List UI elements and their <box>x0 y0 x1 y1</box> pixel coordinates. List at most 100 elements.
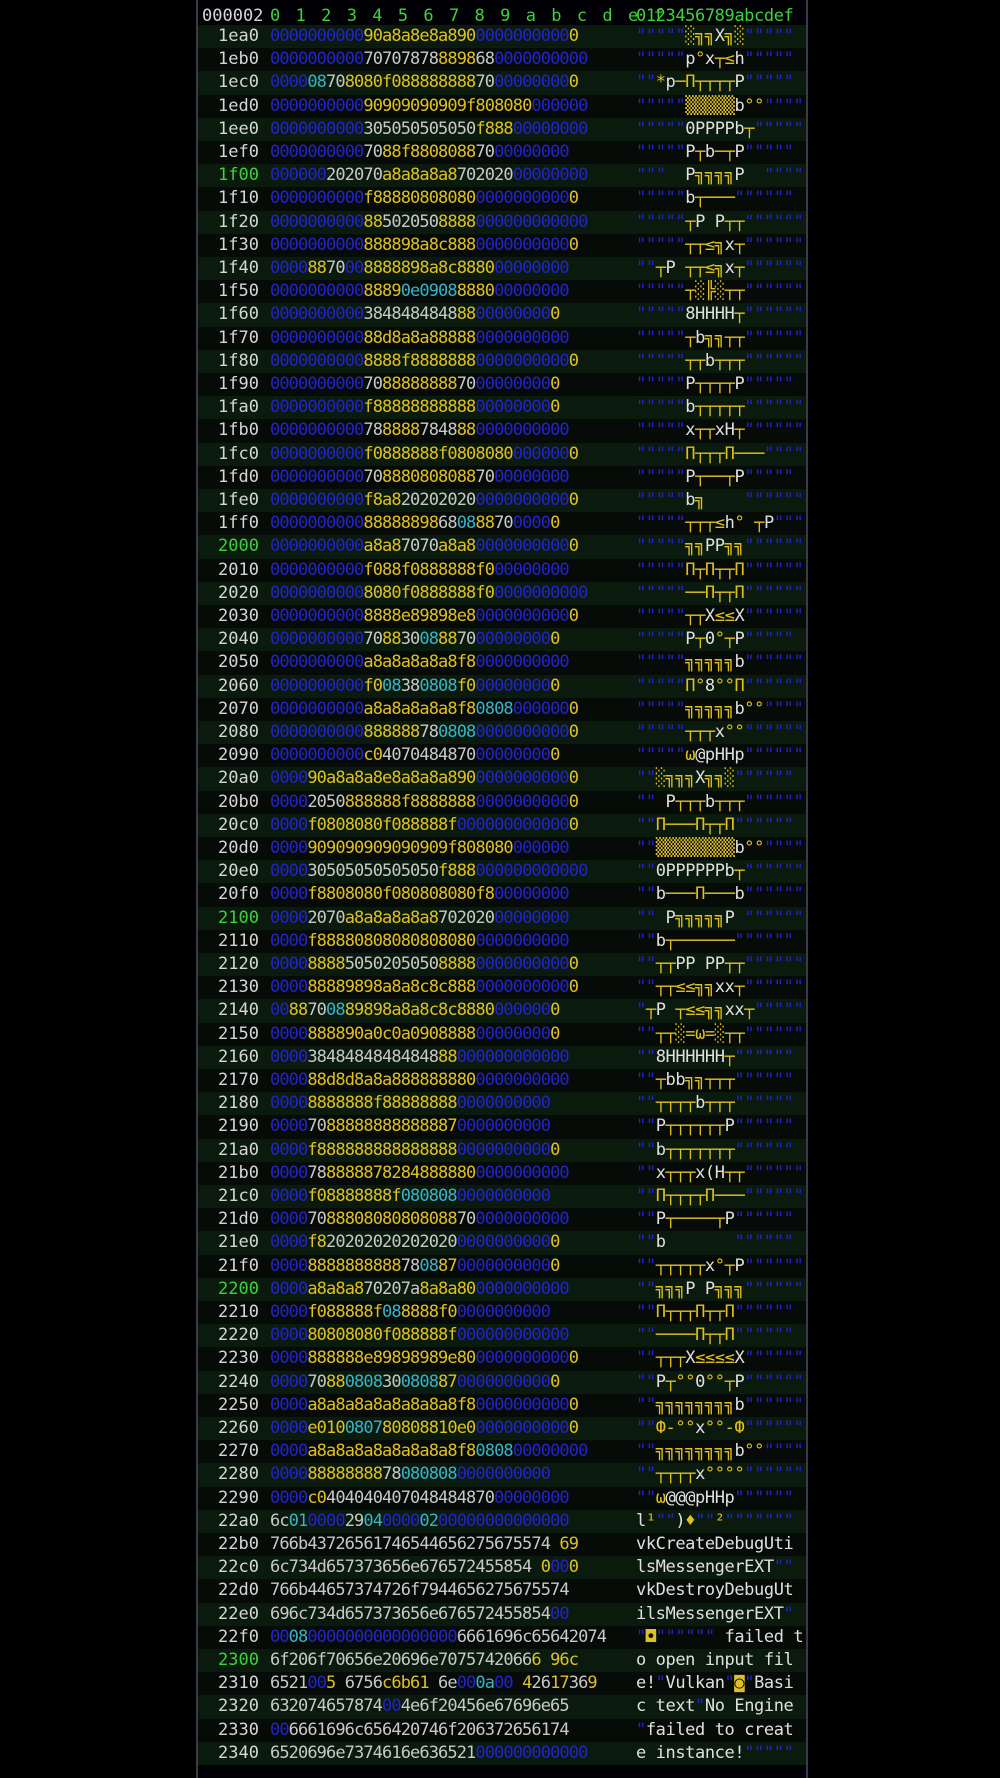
row-ascii[interactable]: ""ω@@@pHHp"""""" <box>636 1487 794 1508</box>
hex-row[interactable]: 2050 0000000000a8a8a8a8a8f80000000000 """"… <box>198 651 806 675</box>
row-hex-bytes[interactable]: 0000a8a8a8a8a8a8a8a8f800000000000 <box>270 1394 579 1415</box>
row-hex-bytes[interactable]: 00007888888782848888800000000000 <box>270 1162 570 1183</box>
hex-row[interactable]: 2150 0000888890a0c0a0908888000000000 ""┬┬░… <box>198 1022 806 1046</box>
row-ascii[interactable]: """""┬┬┬x°°"""""" <box>636 722 804 742</box>
row-ascii[interactable]: """""b╗ """""" <box>636 490 804 510</box>
hex-row[interactable]: 2090 0000000000c04070484870000000000 """""… <box>198 744 806 768</box>
row-ascii[interactable]: ""┬┬┬┬x°°°°"""""" <box>636 1464 804 1485</box>
row-ascii[interactable]: e instance!""""" <box>636 1742 794 1763</box>
row-ascii[interactable]: ""P┬°°0°°┬P"""""" <box>636 1371 804 1392</box>
row-hex-bytes[interactable]: 000088889898a8a8c8c88800000000000 <box>270 977 579 998</box>
hex-row[interactable]: 2140 0088700889898a8a8c8c88800000000 "┬P ┬… <box>198 999 806 1023</box>
hex-row[interactable]: 1f10 0000000000f8888080808000000000000 """… <box>198 187 806 211</box>
row-hex-bytes[interactable]: 000000000090909090909f808080000000 <box>270 95 588 116</box>
row-hex-bytes[interactable]: 0000708808083008088700000000000 <box>270 1371 560 1392</box>
row-hex-bytes[interactable]: 000000000088d8a8a888880000000000 <box>270 327 570 348</box>
row-ascii[interactable]: ""b┬──────"""""" <box>636 930 794 951</box>
hex-row[interactable]: 2220 000080808080f088888f000000000000 ""──… <box>198 1324 806 1348</box>
row-hex-bytes[interactable]: 0000000000888888986808887000000 <box>270 513 560 534</box>
hex-row[interactable]: 2240 0000708808083008088700000000000 ""P┬°… <box>198 1370 806 1394</box>
row-hex-bytes[interactable]: 00000000008888e89898e800000000000 <box>270 606 579 626</box>
row-hex-bytes[interactable]: 0000000000f88888888888000000000 <box>270 397 560 418</box>
hex-row[interactable]: 2210 0000f088888f088888f00000000000 ""П┬┬┬… <box>198 1301 806 1325</box>
hex-row[interactable]: 22f0 000800000000000000006661696c65642074… <box>198 1625 806 1649</box>
hex-row[interactable]: 1fb0 00000000007888887848880000000000 """"… <box>198 419 806 443</box>
row-hex-bytes[interactable]: 00000000007088808080887000000000 <box>270 466 570 487</box>
hex-row[interactable]: 2260 0000e010080780808810e000000000000 ""Ф… <box>198 1417 806 1441</box>
hex-row[interactable]: 2300 6f206f70656e20696e70757420666 96c o o… <box>198 1649 806 1673</box>
row-hex-bytes[interactable]: 0000000000708830088870000000000 <box>270 629 560 650</box>
hex-row[interactable]: 2190 000070888888888888870000000000 ""P┬┬┬… <box>198 1115 806 1139</box>
row-ascii[interactable]: ""┬bb╗╗┬┬┬"""""" <box>636 1070 794 1090</box>
row-ascii[interactable]: ""P┬────┬P"""""" <box>636 1209 794 1230</box>
hex-row[interactable]: 21d0 00007088808080808088700000000000 ""P┬… <box>198 1208 806 1232</box>
hex-row[interactable]: 20f0 0000f8808080f080808080f800000000 ""b─… <box>198 883 806 907</box>
row-hex-bytes[interactable]: 0000f0808080f088888f0000000000000 <box>270 814 579 835</box>
row-ascii[interactable]: "" P┬┬┬b┬┬┬"""""" <box>636 791 804 812</box>
row-ascii[interactable]: ""╗╗╗P P╗╗╗"""""" <box>636 1278 804 1299</box>
row-hex-bytes[interactable]: 000080808080f088888f000000000000 <box>270 1325 570 1346</box>
row-ascii[interactable]: o open input fil <box>636 1650 794 1670</box>
hex-row[interactable]: 2040 0000000000708830088870000000000 """""… <box>198 628 806 652</box>
hex-row[interactable]: 2130 000088889898a8a8c8c88800000000000 ""┬… <box>198 976 806 1000</box>
row-hex-bytes[interactable]: 0000f88888888888888800000000000 <box>270 1139 560 1160</box>
hex-row[interactable]: 1ff0 0000000000888888986808887000000 """""… <box>198 512 806 536</box>
row-hex-bytes[interactable]: 0000888888888878088700000000000 <box>270 1255 560 1276</box>
row-ascii[interactable]: ""┬┬┬X≤≤≤≤X"""""" <box>636 1348 804 1369</box>
hex-row[interactable]: 2110 0000f888808080808080800000000000 ""b┬… <box>198 929 806 953</box>
row-ascii[interactable]: """""┬┬X≤≤X"""""" <box>636 606 804 626</box>
row-hex-bytes[interactable]: 0000000000888898a8c88800000000000 <box>270 234 579 255</box>
row-ascii[interactable]: ilsMessengerEXT" <box>636 1603 794 1624</box>
hex-row[interactable]: 21a0 0000f88888888888888800000000000 ""b┬┬… <box>198 1138 806 1162</box>
row-ascii[interactable]: ""┬┬≤≤╗╗xx┬"""""" <box>636 977 804 998</box>
hex-row[interactable]: 1ec0 000008708080f08888888870000000000 ""*… <box>198 71 806 95</box>
row-ascii[interactable]: e!"Vulkan"◙"Basi <box>636 1673 794 1694</box>
row-ascii[interactable]: """""x┬┬xH┬"""""" <box>636 420 804 441</box>
hex-row[interactable]: 1f20 0000000000885020508888000000000000 ""… <box>198 210 806 234</box>
hex-row[interactable]: 1eb0 0000000000707078788898680000000000 ""… <box>198 48 806 72</box>
row-ascii[interactable]: """""▒▒▒▒▒b°°"""" <box>636 95 804 116</box>
hex-row[interactable]: 2310 6521005 6756c6b61 6e000a00 42617369 e… <box>198 1672 806 1696</box>
hex-row[interactable]: 20c0 0000f0808080f088888f0000000000000 ""П… <box>198 813 806 837</box>
row-ascii[interactable]: """""░╗╗X╗░""""" <box>636 26 794 46</box>
hex-row[interactable]: 2100 00002070a8a8a8a8a870202000000000 "" P… <box>198 906 806 930</box>
row-hex-bytes[interactable]: 00000000008888f888888800000000000 <box>270 350 579 371</box>
row-hex-bytes[interactable]: 00008870008888898a8c888000000000 <box>270 258 570 278</box>
row-ascii[interactable]: ""╗╗╗╗╗╗╗╗b"""""" <box>636 1394 804 1415</box>
hex-row[interactable]: 1f00 000000202070a8a8a8a870202000000000 ""… <box>198 164 806 188</box>
row-ascii[interactable]: ""╗╗╗╗╗╗╗╗b°°"""" <box>636 1441 804 1462</box>
row-ascii[interactable]: """""╗╗PP╗╗"""""" <box>636 536 804 557</box>
row-ascii[interactable]: "◘"""""" failed t <box>636 1626 804 1647</box>
hex-row[interactable]: 2070 0000000000a8a8a8a8a8f808080000000 """… <box>198 697 806 721</box>
row-hex-bytes[interactable]: 0000000000f088f0888888f000000000 <box>270 559 570 580</box>
row-hex-bytes[interactable]: 000000202070a8a8a8a870202000000000 <box>270 165 588 186</box>
row-hex-bytes[interactable]: 0000e010080780808810e000000000000 <box>270 1418 579 1438</box>
hex-row[interactable]: 1fa0 0000000000f88888888888000000000 """""… <box>198 396 806 420</box>
row-ascii[interactable]: """""P┬b─┬P""""" <box>636 142 794 162</box>
hex-row[interactable]: 1f70 000000000088d8a8a888880000000000 """"… <box>198 326 806 350</box>
row-ascii[interactable]: ""П───П┬┬П"""""" <box>636 814 794 835</box>
hex-row[interactable]: 22e0 696c734d657373656e67657245585400 ilsM… <box>198 1602 806 1626</box>
row-hex-bytes[interactable]: 6f206f70656e20696e70757420666 96c <box>270 1650 579 1670</box>
row-ascii[interactable]: """""P┬0°┬P""""" <box>636 629 794 650</box>
row-hex-bytes[interactable]: 00000000008080f0888888f00000000000 <box>270 582 588 603</box>
hex-row[interactable]: 2330 006661696c656420746f206372656174 "fai… <box>198 1718 806 1742</box>
row-ascii[interactable]: ""▒▒▒▒▒▒▒▒b°°"""" <box>636 838 804 858</box>
row-hex-bytes[interactable]: 000000000088890e0908888000000000 <box>270 281 570 302</box>
hex-row[interactable]: 2160 00003848484848484888000000000000 ""8H… <box>198 1045 806 1069</box>
hex-row[interactable]: 2010 0000000000f088f0888888f000000000 """"… <box>198 558 806 582</box>
row-ascii[interactable]: """""8HHHH┬"""""" <box>636 304 804 325</box>
row-ascii[interactable]: ""┬┬┬┬┬x°┬P"""""" <box>636 1255 804 1276</box>
hex-row[interactable]: 2290 0000c040404040704848487000000000 ""ω@… <box>198 1486 806 1510</box>
hex-row[interactable]: 22d0 766b44657374726f7944656275675574 vkDe… <box>198 1579 806 1603</box>
hex-row[interactable]: 1f80 00000000008888f888888800000000000 """… <box>198 349 806 373</box>
row-hex-bytes[interactable]: 0000f08888888f0808080000000000 <box>270 1186 551 1206</box>
hex-row[interactable]: 2270 0000a8a8a8a8a8a8a8a8f8080800000000 ""… <box>198 1440 806 1464</box>
row-ascii[interactable]: ""┬P ┬┬≤╗x┬"""""" <box>636 258 804 278</box>
row-ascii[interactable]: vkDestroyDebugUt <box>636 1580 794 1601</box>
row-hex-bytes[interactable]: 0000c040404040704848487000000000 <box>270 1487 570 1508</box>
row-ascii[interactable]: """""0PPPPb┬""""" <box>636 118 804 139</box>
hex-row[interactable]: 1fe0 0000000000f8a82020202000000000000 """… <box>198 489 806 513</box>
row-ascii[interactable]: """""┬┬≤╗x┬"""""" <box>636 234 804 255</box>
row-hex-bytes[interactable]: 766b43726561746544656275675574 69 <box>270 1534 579 1554</box>
